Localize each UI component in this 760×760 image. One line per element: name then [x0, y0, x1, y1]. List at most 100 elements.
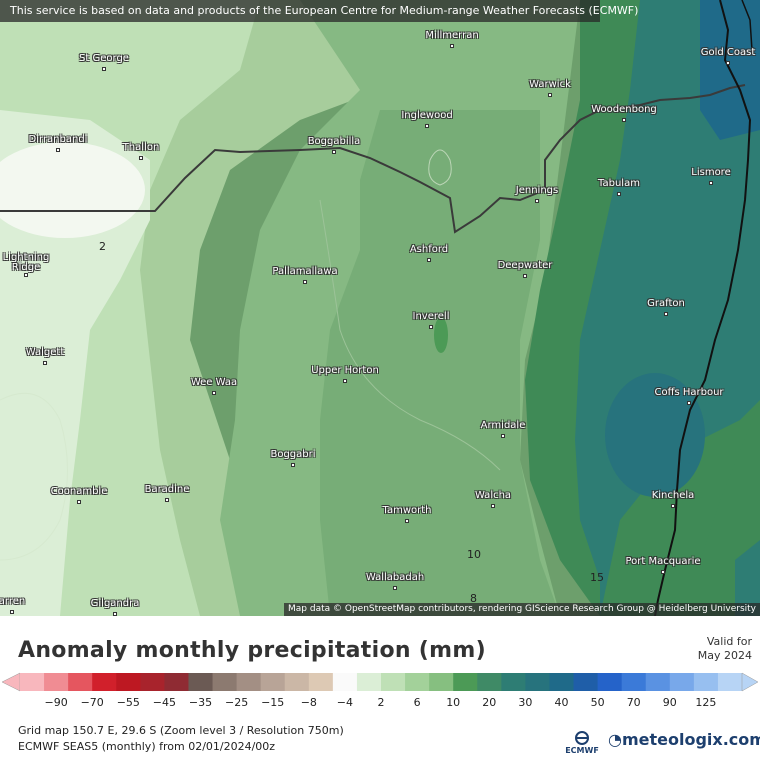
scale-swatch: [236, 673, 262, 691]
meteologix-swirl-icon: ◔: [608, 730, 622, 749]
city-marker: [501, 434, 505, 438]
scale-swatch: [92, 673, 117, 691]
scale-tick-label: −15: [261, 696, 285, 709]
scale-swatch: [188, 673, 214, 691]
city-label: Wee Waa: [190, 377, 238, 388]
contour-label: 2: [99, 240, 106, 253]
map-canvas: [0, 0, 760, 616]
city-marker: [709, 181, 713, 185]
color-scale-ticks: −90 −70 −55 −45 −35 −25 −15 −8 −4 2 6 10 20 30 40 50 70 9…: [0, 696, 760, 710]
valid-period: Valid for May 2024: [698, 635, 752, 663]
city-label: Thallon: [122, 142, 160, 153]
city-marker: [491, 504, 495, 508]
city-marker: [139, 156, 143, 160]
city-marker: [113, 612, 117, 616]
city-marker: [671, 504, 675, 508]
city-marker: [622, 118, 626, 122]
scale-swatch: [284, 673, 310, 691]
city-marker: [664, 312, 668, 316]
city-label: Baradine: [144, 484, 190, 495]
city-marker: [102, 67, 106, 71]
city-label: Lightning Ridge: [2, 252, 50, 273]
legend-panel: Anomaly monthly precipitation (mm) Valid…: [0, 616, 760, 760]
city-marker: [43, 361, 47, 365]
city-label: Jennings: [515, 185, 559, 196]
city-marker: [332, 150, 336, 154]
scale-tick-label: 6: [413, 696, 421, 709]
city-marker: [77, 500, 81, 504]
scale-tick-label: 40: [554, 696, 569, 709]
city-label: Inglewood: [401, 110, 453, 121]
scale-swatch: [453, 673, 478, 691]
city-marker: [617, 192, 621, 196]
scale-swatch: [116, 673, 141, 691]
city-label: Warwick: [529, 79, 571, 90]
scale-swatch: [429, 673, 454, 691]
city-marker: [343, 379, 347, 383]
scale-tick-label: −8: [300, 696, 317, 709]
scale-arrow-right: [741, 672, 759, 692]
city-label: Tabulam: [598, 178, 640, 189]
valid-label: Valid for: [706, 635, 752, 648]
city-label: Armidale: [480, 420, 526, 431]
city-marker: [450, 44, 454, 48]
city-label: Wallabadah: [365, 572, 425, 583]
scale-swatch: [381, 673, 406, 691]
city-label: Dirranbandi: [28, 134, 88, 145]
scale-swatch: [669, 673, 695, 691]
city-marker: [24, 273, 28, 277]
scale-swatch: [308, 673, 334, 691]
city-marker: [425, 124, 429, 128]
city-marker: [165, 498, 169, 502]
scale-swatch: [693, 673, 719, 691]
city-marker: [661, 570, 665, 574]
city-label: Upper Horton: [311, 365, 379, 376]
scale-tick-label: 90: [662, 696, 677, 709]
map-attribution[interactable]: Map data © OpenStreetMap contributors, r…: [284, 603, 760, 616]
scale-tick-label: 20: [482, 696, 497, 709]
ecmwf-logo[interactable]: ECMWF: [560, 728, 604, 758]
scale-swatch: [501, 673, 526, 691]
color-scale-bar: [1, 672, 759, 692]
scale-tick-label: −25: [224, 696, 249, 709]
city-marker: [405, 519, 409, 523]
model-info: ECMWF SEAS5 (monthly) from 02/01/2024/00…: [18, 740, 276, 753]
ecmwf-logo-text: ECMWF: [565, 746, 599, 755]
city-marker: [56, 148, 60, 152]
scale-swatch: [645, 673, 671, 691]
city-marker: [429, 325, 433, 329]
grid-info: Grid map 150.7 E, 29.6 S (Zoom level 3 /…: [18, 724, 344, 737]
meteologix-brand: meteologix.com: [621, 730, 760, 749]
city-label: Coonamble: [50, 486, 108, 497]
city-label: Deepwater: [497, 260, 553, 271]
meteologix-logo[interactable]: ◔meteologix.com: [608, 730, 760, 749]
city-marker: [291, 463, 295, 467]
scale-swatch: [597, 673, 623, 691]
precipitation-map[interactable]: This service is based on data and produc…: [0, 0, 760, 616]
scale-tick-label: 50: [590, 696, 605, 709]
city-marker: [523, 274, 527, 278]
city-label: Coffs Harbour: [654, 387, 724, 398]
scale-tick-label: 125: [695, 696, 717, 709]
scale-swatch: [525, 673, 550, 691]
city-label: Inverell: [412, 311, 450, 322]
scale-swatch: [332, 673, 358, 691]
scale-swatch: [717, 673, 743, 691]
scale-tick-label: −4: [336, 696, 353, 709]
scale-tick-label: −35: [188, 696, 213, 709]
scale-tick-label: 2: [377, 696, 385, 709]
scale-arrow-left: [1, 672, 21, 692]
city-label: Boggabilla: [307, 136, 361, 147]
city-label: Boggabri: [270, 449, 316, 460]
city-marker: [548, 93, 552, 97]
contour-label: 8: [470, 592, 477, 605]
city-marker: [303, 280, 307, 284]
scale-tick-label: −70: [80, 696, 104, 709]
city-marker: [726, 61, 730, 65]
scale-tick-label: 70: [626, 696, 641, 709]
city-label: arren: [0, 596, 26, 607]
city-label: Walgett: [25, 347, 65, 358]
city-label: Gold Coast: [700, 47, 756, 58]
scale-swatch: [405, 673, 430, 691]
scale-swatch: [68, 673, 93, 691]
